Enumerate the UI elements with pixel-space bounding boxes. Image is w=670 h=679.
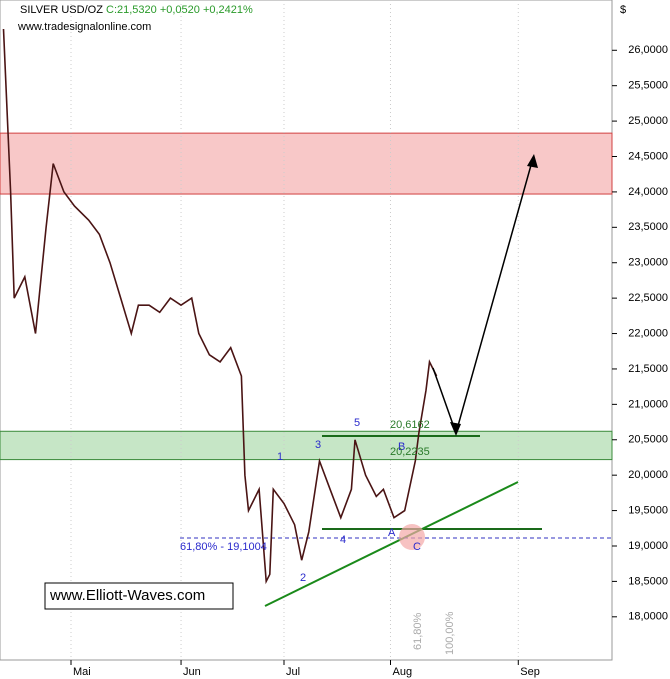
x-tick-label: Sep <box>520 666 540 678</box>
annotation: 61,80% - 19,1004 <box>180 541 267 553</box>
y-tick-label: 19,5000 <box>628 504 668 516</box>
y-tick-label: 21,0000 <box>628 398 668 410</box>
y-tick-label: 24,0000 <box>628 186 668 198</box>
x-tick-label: Jun <box>183 666 201 678</box>
annotation: 100,00% <box>444 611 456 655</box>
annotation: 20,6162 <box>390 419 430 431</box>
y-tick-label: 26,0000 <box>628 44 668 56</box>
annotation: 61,80% <box>412 612 424 650</box>
fib-circle <box>399 524 425 550</box>
annotation: 2 <box>300 572 306 584</box>
y-tick-label: 21,5000 <box>628 363 668 375</box>
y-tick-label: 25,5000 <box>628 80 668 92</box>
annotation: B <box>398 441 405 453</box>
price-line <box>2 28 438 585</box>
watermark-box <box>44 582 234 610</box>
y-axis-label: $ <box>620 4 626 16</box>
y-tick-label: 22,5000 <box>628 292 668 304</box>
y-tick-label: 20,0000 <box>628 469 668 481</box>
zone <box>0 430 613 461</box>
chart-subtitle: C:21,5320 +0,0520 +0,2421% <box>106 4 253 16</box>
y-tick-label: 23,5000 <box>628 221 668 233</box>
annotation: www.Elliott-Waves.com <box>49 587 205 604</box>
x-tick-label: Aug <box>392 666 412 678</box>
y-tick-label: 18,0000 <box>628 611 668 623</box>
annotation: A <box>388 527 396 539</box>
x-tick-label: Mai <box>73 666 91 678</box>
trend-line <box>264 481 519 607</box>
annotation: 1 <box>277 451 283 463</box>
y-tick-label: 24,5000 <box>628 150 668 162</box>
plot-area <box>0 0 613 661</box>
x-tick-label: Jul <box>286 666 300 678</box>
y-tick-label: 19,0000 <box>628 540 668 552</box>
annotation: 5 <box>354 417 360 429</box>
y-tick-label: 20,5000 <box>628 434 668 446</box>
chart-title: SILVER USD/OZ <box>20 4 103 16</box>
source: www.tradesignalonline.com <box>17 21 151 33</box>
y-tick-label: 22,0000 <box>628 327 668 339</box>
annotation: 3 <box>315 439 321 451</box>
annotation: C <box>413 541 421 553</box>
annotation: 20,2235 <box>390 446 430 458</box>
y-tick-label: 25,0000 <box>628 115 668 127</box>
y-tick-label: 23,0000 <box>628 257 668 269</box>
annotation: 4 <box>340 534 346 546</box>
zone <box>0 132 613 195</box>
annotation-lines <box>180 435 612 607</box>
y-tick-label: 18,5000 <box>628 575 668 587</box>
